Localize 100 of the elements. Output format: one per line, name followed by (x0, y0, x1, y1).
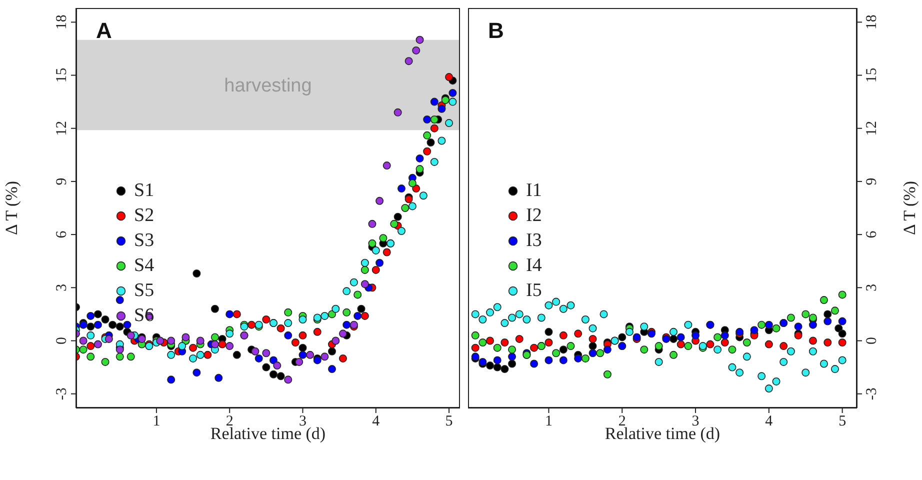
point (618, 333, 626, 342)
point (471, 310, 480, 318)
point (298, 344, 307, 352)
point (838, 338, 846, 347)
y2-axis-title: Δ T (%) (900, 180, 920, 238)
point (226, 310, 234, 318)
point (830, 306, 839, 315)
point (416, 154, 424, 162)
point (430, 158, 438, 166)
point (306, 350, 314, 359)
point (126, 331, 135, 340)
point (566, 342, 575, 350)
point (210, 304, 219, 313)
point (192, 368, 201, 377)
point (382, 162, 391, 170)
point (376, 196, 384, 205)
legend-label: S2 (134, 204, 154, 228)
point (328, 347, 336, 356)
point (552, 349, 560, 358)
point (581, 316, 590, 324)
point (500, 319, 509, 328)
point (684, 320, 692, 329)
point (493, 303, 502, 312)
text: B (488, 18, 504, 44)
point (838, 356, 846, 364)
point (772, 377, 780, 386)
point (438, 136, 446, 145)
point (360, 312, 369, 320)
point (786, 314, 795, 322)
point (676, 333, 685, 342)
point (101, 316, 110, 324)
point (332, 336, 340, 345)
point (397, 184, 406, 193)
point (196, 336, 204, 345)
text: A (96, 18, 112, 44)
legend-label: I3 (526, 229, 542, 253)
point (834, 324, 843, 332)
point (423, 116, 432, 124)
point (269, 370, 278, 378)
point (445, 73, 454, 82)
y-tick-label: 18 (54, 14, 70, 30)
point (640, 322, 648, 331)
point (764, 320, 773, 329)
point (670, 328, 678, 336)
point (493, 344, 502, 352)
point (192, 269, 201, 278)
point (298, 331, 307, 340)
point (566, 301, 575, 310)
point (640, 346, 648, 354)
point (156, 336, 164, 345)
point (284, 376, 292, 384)
y-tick-label: 6 (54, 230, 70, 238)
point (430, 98, 438, 106)
point (676, 340, 685, 348)
point (94, 310, 102, 318)
point (126, 352, 135, 361)
x-tick-label: 4 (372, 414, 380, 430)
point (273, 362, 282, 370)
point (720, 331, 729, 340)
point (368, 220, 376, 228)
y2-tick-label: -3 (864, 388, 880, 400)
point (764, 340, 773, 348)
point (603, 346, 612, 354)
point (94, 320, 102, 329)
x-tick-label: 1 (152, 414, 160, 430)
point (515, 310, 524, 318)
point (670, 334, 678, 343)
legend-label: I4 (526, 254, 542, 278)
point (116, 352, 124, 361)
point (291, 338, 300, 347)
point (654, 342, 663, 350)
point (79, 346, 88, 354)
x-tick-label: 5 (445, 414, 453, 430)
point (706, 340, 714, 348)
point (86, 342, 95, 350)
point (419, 192, 428, 200)
legend-label: S3 (134, 229, 154, 253)
point (758, 320, 766, 329)
point (764, 384, 773, 393)
point (210, 333, 219, 342)
legend-label: S5 (134, 279, 154, 303)
point (218, 340, 226, 348)
point (295, 358, 304, 366)
legend-label: I2 (526, 204, 542, 228)
point (824, 317, 832, 326)
point (588, 349, 597, 358)
point (445, 119, 454, 128)
point (416, 165, 424, 174)
point (552, 298, 560, 306)
point (214, 374, 223, 382)
y-tick-label: 0 (54, 336, 70, 344)
point (86, 312, 95, 320)
band-label: harvesting (224, 76, 312, 97)
point (574, 354, 582, 362)
point (780, 342, 788, 350)
x-tick-label: 5 (838, 414, 846, 430)
point (544, 356, 553, 364)
point (232, 350, 241, 359)
legend-label: S4 (134, 254, 154, 278)
point (412, 46, 420, 54)
